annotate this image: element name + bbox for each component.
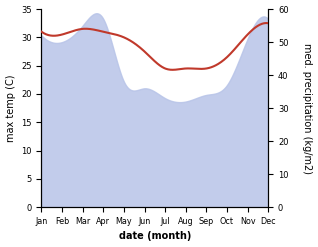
X-axis label: date (month): date (month) xyxy=(119,231,191,242)
Y-axis label: med. precipitation (kg/m2): med. precipitation (kg/m2) xyxy=(302,43,313,174)
Y-axis label: max temp (C): max temp (C) xyxy=(5,74,16,142)
